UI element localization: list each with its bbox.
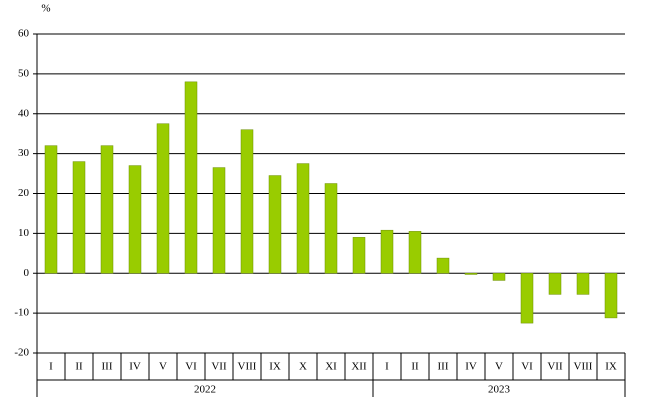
x-tick-label: VII (211, 361, 227, 373)
bar (604, 273, 618, 319)
x-tick-label: I (49, 361, 53, 373)
bar (464, 273, 478, 275)
x-tick-label: IX (269, 361, 281, 373)
bar (156, 123, 170, 274)
y-tick-label: 50 (18, 67, 30, 79)
x-tick-label: VI (521, 361, 533, 373)
x-tick-label: VIII (238, 361, 257, 373)
y-tick-label: 0 (24, 267, 30, 279)
bar (436, 257, 450, 274)
x-tick-label: III (102, 361, 113, 373)
x-tick-label: IV (129, 361, 141, 373)
y-tick-label: 20 (18, 187, 30, 199)
x-tick-label: VII (547, 361, 563, 373)
bar (352, 237, 366, 274)
x-tick-label: VI (185, 361, 197, 373)
bar (576, 273, 590, 295)
bar (44, 145, 58, 274)
y-unit-label: % (41, 3, 50, 15)
x-tick-label: IX (605, 361, 617, 373)
x-tick-label: V (159, 361, 167, 373)
bar (212, 167, 226, 274)
x-tick-label: IV (465, 361, 477, 373)
y-tick-label: 10 (18, 227, 30, 239)
x-tick-label: II (411, 361, 419, 373)
y-tick-label: -20 (14, 347, 29, 359)
x-tick-label: III (438, 361, 449, 373)
y-tick-label: 30 (18, 147, 30, 159)
group-label: 2022 (194, 384, 216, 396)
x-tick-label: I (385, 361, 389, 373)
bar (492, 273, 506, 281)
bar (240, 129, 254, 274)
bar (268, 175, 282, 274)
x-tick-label: X (299, 361, 307, 373)
x-tick-label: V (495, 361, 503, 373)
y-tick-label: 60 (18, 28, 30, 40)
bar (380, 229, 394, 274)
bar (548, 273, 562, 295)
bar (100, 145, 114, 274)
bar (324, 183, 338, 274)
y-tick-label: 40 (18, 107, 30, 119)
bar (520, 273, 534, 324)
y-tick-label: -10 (14, 307, 29, 319)
bar (408, 231, 422, 274)
x-tick-label: II (75, 361, 83, 373)
x-tick-label: XII (351, 361, 367, 373)
bar (128, 165, 142, 274)
group-label: 2023 (488, 384, 511, 396)
x-tick-label: VIII (574, 361, 593, 373)
bar (72, 161, 86, 274)
bar (296, 163, 310, 274)
x-tick-label: XI (325, 361, 337, 373)
bar (184, 81, 198, 274)
